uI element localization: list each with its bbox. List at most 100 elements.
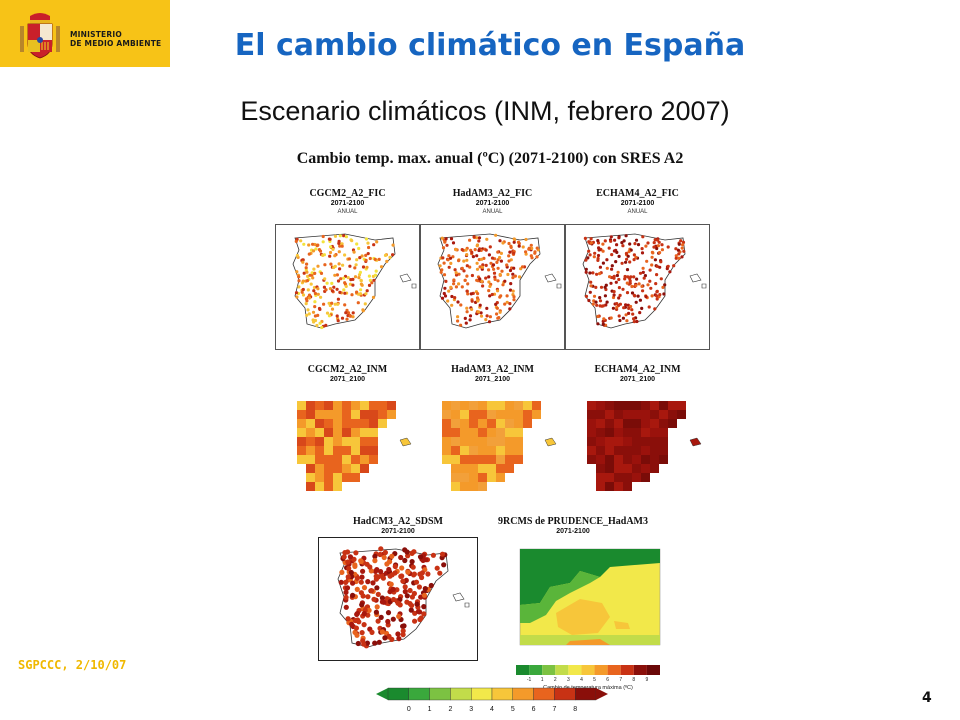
- station-dot: [475, 261, 479, 265]
- ministry-line-2: DE MEDIO AMBIENTE: [70, 39, 162, 48]
- station-dot: [499, 259, 503, 263]
- station-dot: [360, 568, 366, 574]
- station-dot: [633, 242, 637, 246]
- grid-cell: [469, 455, 478, 464]
- station-dot: [325, 311, 330, 315]
- station-dot: [327, 237, 331, 241]
- station-dot: [632, 253, 636, 257]
- station-dot: [328, 250, 333, 255]
- station-dot: [330, 289, 334, 293]
- grid-cell: [659, 428, 668, 437]
- grid-cell: [369, 437, 378, 446]
- station-dot: [306, 288, 310, 292]
- station-dot: [422, 586, 428, 592]
- station-dot: [615, 302, 619, 306]
- grid-cell: [650, 446, 659, 455]
- panel-period-prudence: 2071-2100: [556, 528, 590, 535]
- station-dot: [594, 285, 598, 289]
- station-dot: [468, 318, 472, 322]
- station-dot: [364, 561, 370, 567]
- station-dot: [588, 253, 592, 257]
- station-dots: [338, 546, 448, 649]
- grid-cell: [605, 473, 614, 482]
- grid-cell: [360, 410, 369, 419]
- station-dot: [301, 279, 305, 283]
- station-dot: [594, 300, 598, 304]
- grid-cell: [351, 428, 360, 437]
- station-dot: [368, 568, 374, 574]
- grid-cell: [587, 455, 596, 464]
- grid-cell: [605, 455, 614, 464]
- station-dot: [365, 594, 371, 600]
- station-dot: [378, 569, 384, 575]
- grid-cell: [333, 482, 342, 491]
- station-dot: [405, 553, 411, 559]
- station-dot: [307, 312, 311, 316]
- station-dot: [679, 239, 683, 243]
- grid-cell: [478, 464, 487, 473]
- station-dot: [490, 256, 495, 260]
- station-dot: [498, 255, 502, 260]
- grid-cell: [333, 437, 342, 446]
- station-dot: [311, 242, 315, 246]
- grid-cell: [451, 482, 460, 491]
- station-dot: [459, 303, 463, 307]
- station-dot: [668, 270, 672, 274]
- station-dot: [318, 321, 322, 325]
- station-dot: [451, 255, 455, 259]
- station-dot: [628, 242, 632, 246]
- grid-cells: [297, 401, 396, 491]
- station-dot: [313, 271, 317, 275]
- station-dot: [589, 284, 593, 288]
- small-colorbar-tick-label: 5: [593, 677, 596, 683]
- grid-cell: [650, 401, 659, 410]
- grid-cell: [641, 410, 650, 419]
- grid-cell: [451, 464, 460, 473]
- map-cgcm2-fic: [275, 224, 420, 350]
- grid-cell: [469, 437, 478, 446]
- station-dot: [677, 256, 681, 260]
- station-dot: [503, 279, 507, 283]
- station-dot: [399, 573, 405, 579]
- station-dot: [310, 271, 314, 275]
- ministry-line-1: MINISTERIO: [70, 30, 122, 39]
- station-dot: [494, 233, 498, 237]
- station-dot: [508, 250, 512, 254]
- grid-cell: [297, 410, 306, 419]
- station-dot: [363, 302, 367, 306]
- station-dot: [300, 290, 304, 294]
- small-colorbar-segment: [516, 665, 530, 675]
- grid-cell: [342, 464, 351, 473]
- grid-cell: [641, 419, 650, 428]
- station-dot: [340, 242, 344, 246]
- station-dot: [630, 284, 634, 289]
- grid-cell: [469, 473, 478, 482]
- station-dot: [470, 250, 474, 254]
- station-dot: [345, 308, 349, 312]
- grid-cell: [306, 419, 315, 428]
- grid-cell: [632, 464, 641, 473]
- station-dot: [591, 302, 595, 306]
- station-dot: [311, 276, 315, 280]
- station-dot: [625, 257, 629, 261]
- panel-season-hadam3-fic: ANUAL: [482, 209, 503, 215]
- grid-cell: [659, 419, 668, 428]
- station-dot: [609, 281, 613, 285]
- station-dot: [305, 262, 309, 266]
- station-dot: [338, 579, 344, 585]
- station-dot: [484, 248, 488, 252]
- station-dot: [603, 239, 607, 243]
- station-dot: [321, 240, 325, 244]
- grid-cell: [505, 446, 514, 455]
- station-dot: [499, 294, 503, 298]
- station-dot: [312, 267, 316, 271]
- station-dot: [330, 281, 334, 285]
- station-dot: [295, 253, 299, 258]
- colorbar-arrow-left: [376, 688, 388, 700]
- station-dot: [350, 592, 356, 598]
- station-dot: [524, 250, 528, 254]
- grid-cell: [605, 419, 614, 428]
- station-dot: [364, 258, 368, 262]
- station-dot: [294, 239, 298, 243]
- station-dot: [421, 592, 428, 598]
